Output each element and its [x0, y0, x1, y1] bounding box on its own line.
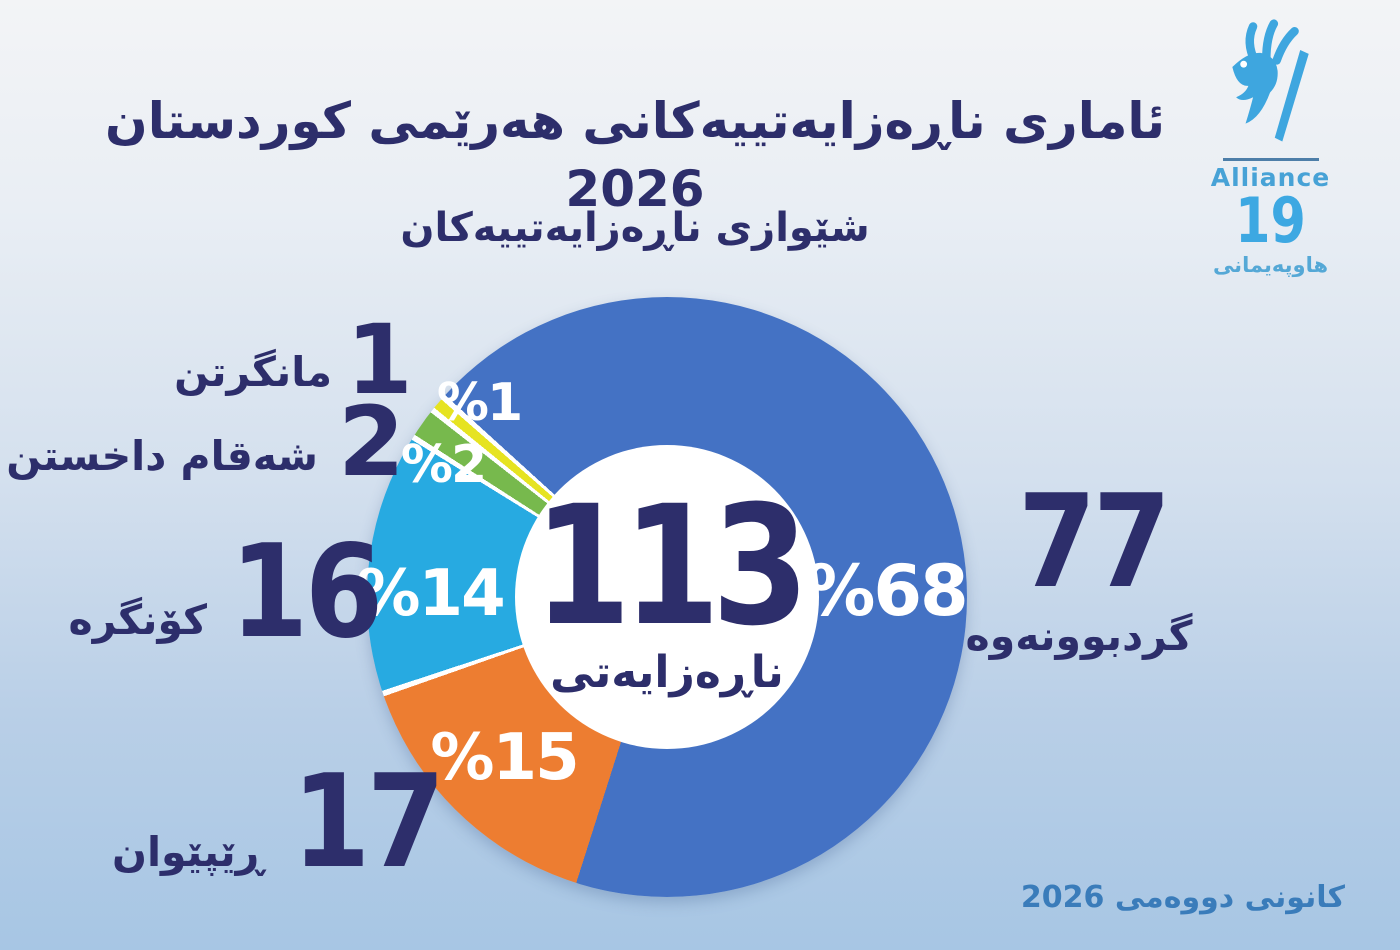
label-congress: کۆنگرە [68, 596, 208, 644]
footer-date: کانونی دووەمی 2026 [1020, 880, 1345, 915]
logo-divider [1222, 158, 1319, 161]
label-gathering: گردبوونەوە [965, 612, 1193, 660]
percent-label-march: %15 [430, 721, 579, 795]
total-label: ناڕەزایەتی [550, 646, 784, 698]
percent-label-road-closure: %2 [400, 435, 487, 495]
value-road-closure: 2 [338, 386, 405, 498]
value-strike: 1 [346, 304, 413, 416]
total-value: 113 [533, 470, 809, 663]
donut-chart: 113 ناڕەزایەتی %68 %15 %14 %2 %1 [356, 297, 969, 897]
page-title: ئاماری ناڕەزایەتییەکانی هەرێمی کوردستان … [105, 92, 1165, 218]
label-strike: مانگرتن [174, 348, 332, 396]
percent-label-strike: %1 [436, 373, 523, 433]
dove-icon [1217, 19, 1325, 154]
label-road-closure: شەقام داخستن [6, 432, 318, 480]
donut-center: 113 ناڕەزایەتی [515, 445, 819, 749]
chart-subtitle: شێوازی ناڕەزایەتییەکان [400, 205, 870, 251]
percent-label-congress: %14 [356, 557, 505, 631]
logo-text-19: 19 [1235, 184, 1306, 257]
value-congress: 16 [230, 518, 383, 667]
logo-text-alliance: Alliance [1210, 163, 1331, 192]
value-gathering: 77 [1018, 468, 1171, 617]
percent-label-gathering: %68 [805, 550, 969, 632]
alliance-19-logo: Alliance 19 هاوپەیمانی [1198, 18, 1343, 277]
value-march: 17 [292, 748, 445, 897]
label-march: ڕێپێوان [112, 828, 264, 876]
logo-text-hawpeymani: هاوپەیمانی [1212, 252, 1329, 277]
